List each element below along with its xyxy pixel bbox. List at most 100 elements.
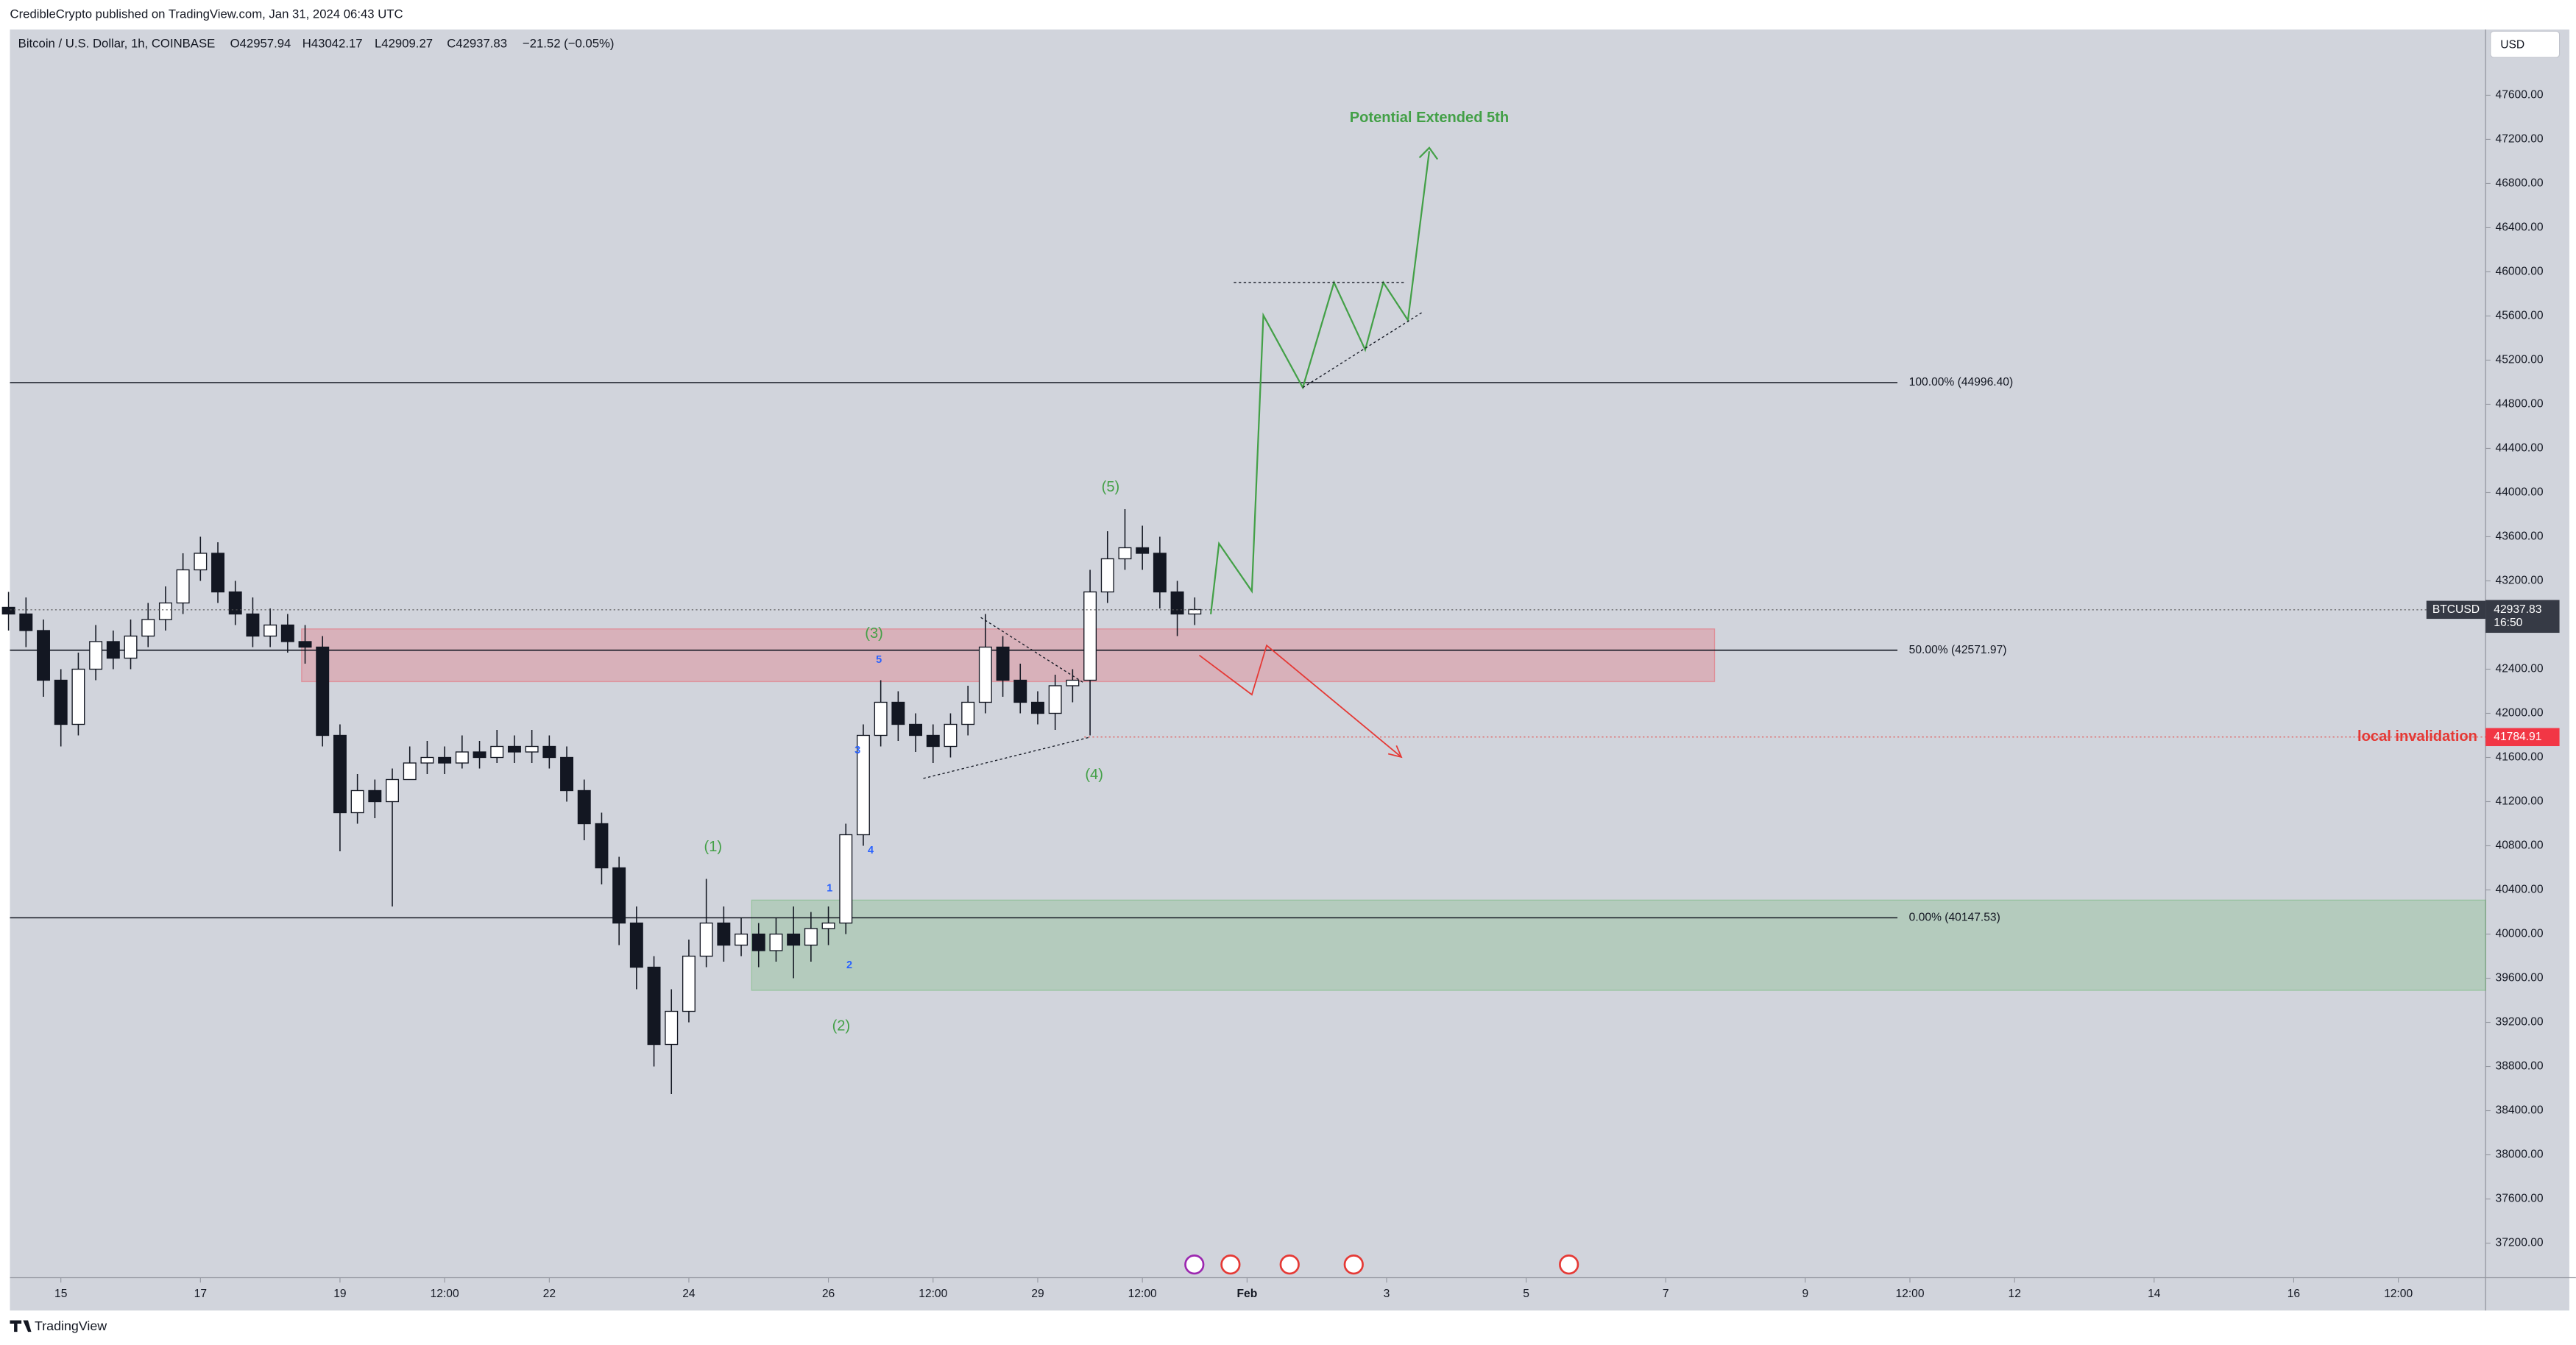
countdown: 16:50 bbox=[2494, 617, 2522, 629]
x-tick-label: 5 bbox=[1523, 1288, 1529, 1300]
wave-label: (3) bbox=[865, 625, 883, 642]
event-icon[interactable] bbox=[1184, 1254, 1205, 1275]
y-tick-label: 41200.00 bbox=[2496, 795, 2544, 808]
candle-body bbox=[787, 933, 801, 946]
event-icon[interactable] bbox=[1279, 1254, 1300, 1275]
candle-body bbox=[1188, 608, 1202, 615]
candle-body bbox=[909, 723, 923, 737]
bull-projection bbox=[1209, 151, 1431, 614]
symbol-tag: BTCUSD bbox=[2432, 603, 2480, 616]
candle-body bbox=[560, 756, 574, 792]
candle-body bbox=[699, 922, 713, 957]
ohlc-legend: O42957.94 H43042.17 L42909.27 C42937.83 −21.… bbox=[230, 37, 615, 51]
candle-body bbox=[525, 745, 539, 753]
y-tick-label: 45200.00 bbox=[2496, 354, 2544, 366]
candle-body bbox=[194, 553, 208, 571]
x-tick-label: Feb bbox=[1236, 1288, 1257, 1300]
x-tick-label: 22 bbox=[543, 1288, 556, 1300]
subwave-label: 3 bbox=[854, 745, 860, 756]
y-tick-label: 37200.00 bbox=[2496, 1237, 2544, 1249]
y-tick-label: 46800.00 bbox=[2496, 177, 2544, 190]
wave-label: (5) bbox=[1102, 479, 1120, 495]
publisher: CredibleCrypto published on TradingView.… bbox=[10, 7, 403, 21]
event-icon[interactable] bbox=[1343, 1254, 1364, 1275]
x-tick-label: 16 bbox=[2287, 1288, 2300, 1300]
y-tick-label: 44400.00 bbox=[2496, 442, 2544, 455]
event-icon[interactable] bbox=[1559, 1254, 1579, 1275]
candle-body bbox=[316, 646, 330, 737]
plot-area: 37200.00 37600.00 38000.00 38400.00 38800.00… bbox=[1, 89, 2544, 1300]
x-tick-label: 12:00 bbox=[919, 1288, 947, 1300]
y-tick-label: 42400.00 bbox=[2496, 663, 2544, 675]
ohlc-value: −21.52 (−0.05%) bbox=[523, 37, 615, 51]
candle-body bbox=[874, 701, 888, 737]
candle-body bbox=[1, 606, 15, 615]
y-tick-label: 40800.00 bbox=[2496, 840, 2544, 852]
candle-body bbox=[629, 922, 643, 968]
last-price: 42937.83 bbox=[2494, 603, 2541, 616]
candle-body bbox=[141, 619, 155, 637]
subwave-label: 1 bbox=[827, 882, 832, 894]
ohlc-value: L42909.27 bbox=[375, 37, 433, 51]
brand-logo bbox=[10, 1320, 32, 1332]
candle-body bbox=[961, 701, 975, 725]
candle-body bbox=[228, 591, 242, 615]
candle-body bbox=[490, 745, 504, 759]
y-tick-label: 38400.00 bbox=[2496, 1104, 2544, 1117]
y-tick-label: 38000.00 bbox=[2496, 1149, 2544, 1161]
candle-body bbox=[246, 613, 260, 637]
ohlc-value: H43042.17 bbox=[302, 37, 363, 51]
x-tick-label: 26 bbox=[822, 1288, 835, 1300]
triangle-bottom bbox=[923, 737, 1090, 779]
candle-body bbox=[735, 933, 749, 946]
y-tick-label: 43600.00 bbox=[2496, 530, 2544, 543]
y-tick-label: 42000.00 bbox=[2496, 707, 2544, 720]
candle-body bbox=[1013, 679, 1027, 703]
candle-body bbox=[1100, 558, 1114, 593]
event-icon[interactable] bbox=[1220, 1254, 1241, 1275]
candle-body bbox=[717, 922, 731, 946]
candle-body bbox=[1083, 591, 1097, 681]
fib-label: 100.00% (44996.40) bbox=[1909, 376, 2013, 388]
last-price-box bbox=[2485, 600, 2560, 634]
y-tick-label: 40400.00 bbox=[2496, 884, 2544, 896]
candle-body bbox=[856, 734, 870, 836]
x-tick-label: 7 bbox=[1663, 1288, 1669, 1300]
event-icons bbox=[1184, 1254, 1579, 1275]
candle-body bbox=[1030, 701, 1044, 714]
chart-bg bbox=[10, 29, 2569, 1311]
wave-label: (1) bbox=[704, 839, 723, 855]
invalidation-box bbox=[2485, 728, 2560, 747]
y-tick-label: 44800.00 bbox=[2496, 398, 2544, 411]
candle-body bbox=[386, 778, 399, 803]
x-tick-label: 15 bbox=[54, 1288, 68, 1300]
symbol-title: Bitcoin / U.S. Dollar, 1h, COINBASE bbox=[18, 37, 216, 51]
invalidation-price: 41784.91 bbox=[2494, 731, 2541, 743]
candle-body bbox=[333, 734, 347, 814]
y-tick-label: 39200.00 bbox=[2496, 1016, 2544, 1029]
candle-body bbox=[350, 789, 364, 814]
x-tick-label: 12:00 bbox=[1128, 1288, 1157, 1300]
candle-body bbox=[682, 955, 696, 1012]
bull-arrowhead bbox=[1418, 146, 1439, 160]
ohlc-value: O42957.94 bbox=[230, 37, 291, 51]
candle-body bbox=[996, 646, 1010, 681]
candle-body bbox=[665, 1010, 679, 1046]
candle-body bbox=[158, 602, 172, 620]
symbol-box bbox=[2426, 600, 2486, 620]
projection-trend bbox=[1302, 311, 1423, 388]
candle-body bbox=[595, 823, 609, 869]
candle-body bbox=[891, 701, 905, 725]
candle-body bbox=[19, 613, 33, 631]
candle-body bbox=[106, 641, 120, 659]
candle-body bbox=[263, 624, 277, 637]
subwave-label: 2 bbox=[846, 959, 852, 971]
y-tick-label: 37600.00 bbox=[2496, 1193, 2544, 1205]
wave-label: (2) bbox=[832, 1018, 851, 1034]
candle-body bbox=[839, 834, 853, 924]
y-tick-label: 46000.00 bbox=[2496, 266, 2544, 278]
candle-body bbox=[280, 624, 294, 642]
currency-button[interactable] bbox=[2490, 30, 2561, 58]
candle-body bbox=[1136, 547, 1150, 554]
candle-body bbox=[612, 867, 626, 924]
